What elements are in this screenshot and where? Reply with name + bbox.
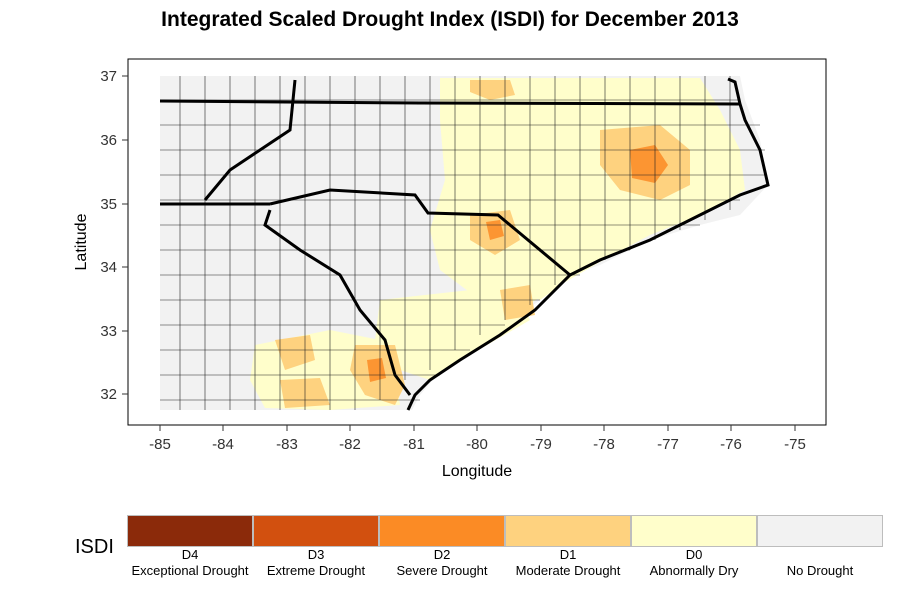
- x-tick-label: -80: [466, 436, 488, 453]
- x-axis-label: Longitude: [442, 463, 512, 480]
- y-axis: 37 36 35 34 33 32: [100, 68, 128, 403]
- legend-swatch-d0: [631, 515, 757, 547]
- va-nc-border: [159, 99, 741, 106]
- legend-labels: D4 Exceptional Drought D3 Extreme Drough…: [127, 547, 883, 579]
- legend-item-no-drought: No Drought: [757, 547, 883, 579]
- legend-label: No Drought: [786, 563, 854, 578]
- legend-swatch-d2: [379, 515, 505, 547]
- x-tick-label: -83: [276, 436, 298, 453]
- legend-title: ISDI: [75, 536, 114, 558]
- legend-swatch-no-drought: [757, 515, 883, 547]
- legend-item-d0: D0 Abnormally Dry: [631, 547, 757, 579]
- legend-label: Abnormally Dry: [649, 563, 739, 578]
- y-tick-label: 32: [100, 386, 117, 403]
- legend-item-d2: D2 Severe Drought: [379, 547, 505, 579]
- y-axis-label: Latitude: [73, 213, 90, 270]
- legend-code: D3: [307, 547, 325, 562]
- state-boundaries: [159, 77, 770, 411]
- nc-sc-border: [269, 188, 571, 277]
- y-tick-label: 33: [100, 323, 117, 340]
- legend-code: D4: [181, 547, 199, 562]
- legend-item-d3: D3 Extreme Drought: [253, 547, 379, 579]
- x-tick-label: -81: [403, 436, 425, 453]
- y-tick-label: 34: [100, 259, 117, 276]
- x-tick-label: -76: [720, 436, 742, 453]
- legend-label: Exceptional Drought: [131, 563, 249, 578]
- chart-title: Integrated Scaled Drought Index (ISDI) f…: [161, 8, 739, 31]
- legend-item-d1: D1 Moderate Drought: [505, 547, 631, 579]
- y-tick-label: 35: [100, 196, 117, 213]
- x-tick-label: -82: [339, 436, 361, 453]
- y-tick-label: 36: [100, 132, 117, 149]
- x-tick-label: -77: [657, 436, 679, 453]
- x-axis: -85 -84 -83 -82 -81 -80 -79 -78 -77 -76 …: [149, 425, 806, 453]
- legend-label: Extreme Drought: [266, 563, 366, 578]
- legend-code: [757, 547, 883, 563]
- map-panel: 37 36 35 34 33 32 -85 -84 -83 -82 -81 -8…: [73, 58, 827, 480]
- x-tick-label: -78: [593, 436, 615, 453]
- legend-colorbar: [127, 515, 883, 547]
- ga-sc-border: [263, 209, 412, 396]
- legend-swatch-d3: [253, 515, 379, 547]
- legend-swatch-d4: [127, 515, 253, 547]
- legend-label: Severe Drought: [396, 563, 488, 578]
- legend-item-d4: D4 Exceptional Drought: [127, 547, 253, 579]
- y-tick-label: 37: [100, 68, 117, 85]
- x-tick-label: -84: [212, 436, 234, 453]
- legend-label: Moderate Drought: [515, 563, 621, 578]
- legend-code: D0: [685, 547, 703, 562]
- legend-code: D2: [433, 547, 451, 562]
- tn-nc-border: [203, 79, 297, 201]
- legend-swatch-d1: [505, 515, 631, 547]
- x-tick-label: -75: [784, 436, 806, 453]
- x-tick-label: -79: [530, 436, 552, 453]
- county-boundaries: [160, 76, 765, 410]
- coastline: [406, 77, 770, 411]
- x-tick-label: -85: [149, 436, 171, 453]
- legend-code: D1: [559, 547, 577, 562]
